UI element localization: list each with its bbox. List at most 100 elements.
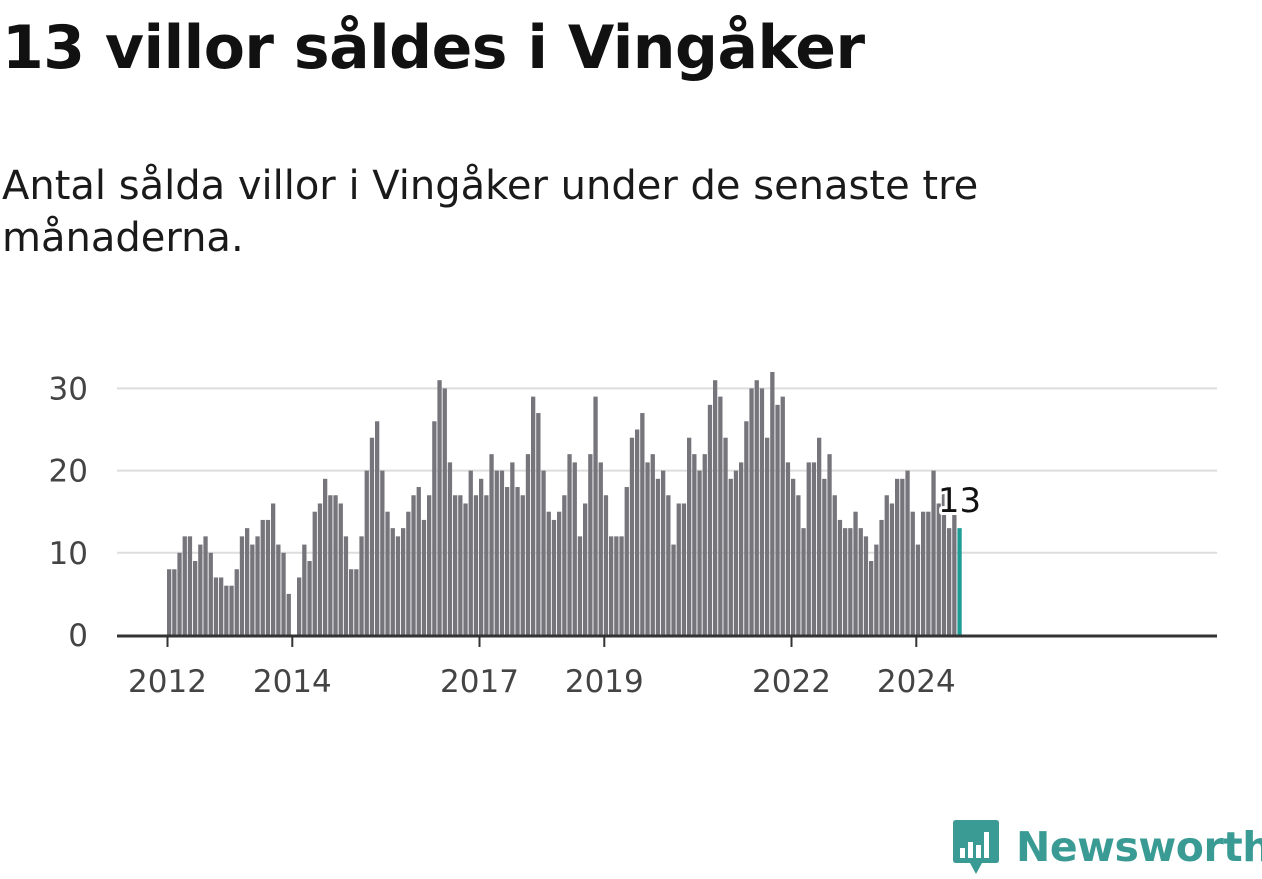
bar [265,519,271,635]
bar [281,552,286,635]
bar [796,495,801,635]
bar [479,478,484,635]
bar [681,503,687,635]
bar [286,593,291,635]
bar [359,536,364,635]
bar [817,437,822,635]
bar [869,561,874,635]
bar-chart: 0 10 20 30 2012 2014 2017 2019 2022 2024 13 [49,371,1217,700]
bar [780,396,785,635]
bar [671,544,676,635]
bar [931,470,936,635]
bar [567,454,572,635]
bar [702,454,707,635]
bar [369,437,375,635]
bar [910,511,915,635]
y-tick-label: 30 [49,371,88,407]
bar [328,495,333,635]
bar [260,519,265,635]
x-tick-label: 2014 [253,664,332,700]
bar [213,577,219,635]
bar [317,503,323,635]
bar [338,503,343,635]
bar [572,462,577,635]
bar [765,437,770,635]
bar [416,487,421,635]
newsworthy-logo: Newsworthy [952,818,1262,876]
bar [442,388,447,635]
bar [177,552,182,635]
highlight-value-label: 13 [938,481,981,521]
bar [458,495,463,635]
bar [884,495,889,635]
bar [349,569,354,635]
bar [557,511,562,635]
bar [447,462,453,635]
bar [640,413,645,635]
bar [224,585,229,635]
bar [437,380,442,635]
bar [583,503,588,635]
bar [577,536,583,635]
x-tick-label: 2012 [128,664,207,700]
bar [323,478,328,635]
bar [635,429,640,635]
bar [515,487,520,635]
bar [728,478,733,635]
bar [250,544,255,635]
bar [499,470,505,635]
bar [219,577,224,635]
bar [385,511,390,635]
bar [505,487,510,635]
bar [489,454,494,635]
bar [879,519,884,635]
bar [697,470,702,635]
bar [427,495,432,635]
bar [421,519,427,635]
bar [915,544,921,635]
bar [375,421,380,635]
bar [952,511,957,635]
bar [525,454,531,635]
bar [234,569,239,635]
bar [603,495,609,635]
bar [510,462,515,635]
bar [297,577,302,635]
bar [520,495,525,635]
bar [239,536,245,635]
bar [947,528,952,635]
bar [380,470,385,635]
bar [203,536,208,635]
bar [754,380,759,635]
bar [484,495,489,635]
bar [744,421,749,635]
bar [791,478,796,635]
bar [770,371,775,635]
bar [312,511,317,635]
bar [255,536,260,635]
bar [718,396,723,635]
bar [874,544,879,635]
bar [593,396,598,635]
bar [822,478,827,635]
bar [541,470,546,635]
bar [713,380,718,635]
bar [531,396,536,635]
bar [546,511,551,635]
bar [785,462,791,635]
bar [494,470,499,635]
bar [302,544,307,635]
newsworthy-logo-icon [953,820,999,874]
x-tick-label: 2019 [565,664,644,700]
bar [707,404,713,635]
bar [848,528,853,635]
chart-title: 13 villor såldes i Vingåker [2,13,865,83]
bar [936,503,941,635]
bar [692,454,697,635]
bar [167,569,172,635]
bar [926,511,931,635]
bar [858,528,863,635]
bar [853,511,858,635]
bar [208,552,213,635]
bar [432,421,437,635]
